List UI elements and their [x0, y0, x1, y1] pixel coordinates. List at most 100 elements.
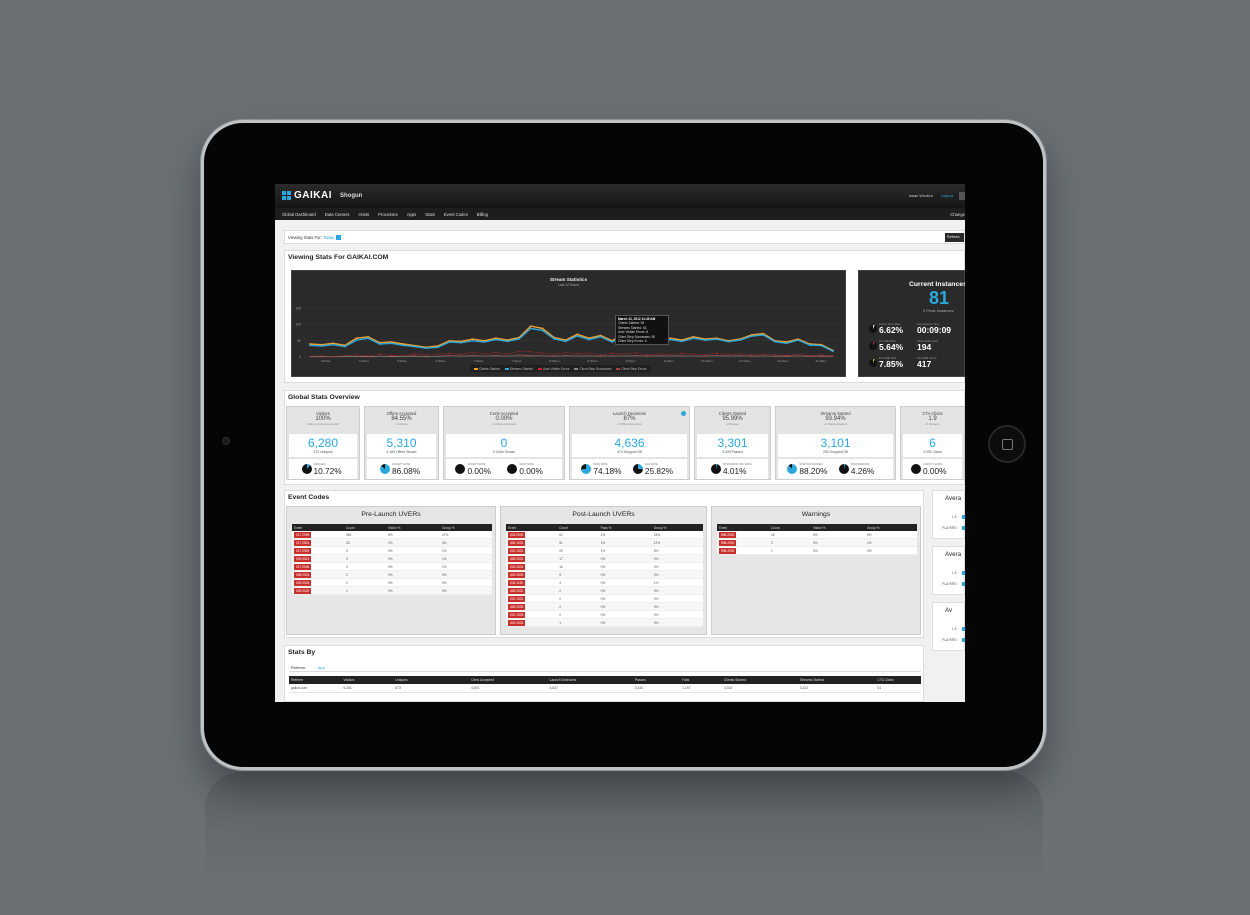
table-row[interactable]: 598.2002 16 0% 6%: [717, 531, 917, 539]
event-code-badge[interactable]: 004.2004: [508, 619, 526, 626]
stat-card[interactable]: Certs Accepted 0.00% of Offers Accepted 0 0 …: [443, 406, 565, 480]
nav-apps[interactable]: Apps: [406, 211, 417, 217]
event-code-badge[interactable]: 008.2001: [294, 571, 312, 578]
event-code-badge[interactable]: 003.2003: [508, 571, 526, 578]
refresh-button[interactable]: Refresh: [945, 233, 964, 242]
event-code-badge[interactable]: 003.2003: [294, 579, 312, 586]
instances-peak: 0 Peak Instances: [923, 308, 954, 313]
data-point: [507, 353, 509, 355]
table-row[interactable]: 506.1001 51 2% 12%: [506, 539, 703, 547]
stat-card[interactable]: Offers Accepted 84.55% of Visitors 5,310 6,1…: [364, 406, 439, 480]
stat-card[interactable]: Streams Started 93.94% of Clients Started 3…: [775, 406, 896, 480]
legend-item[interactable]: Client Step Successes: [574, 366, 611, 371]
metric-label: FAIL RATE: [644, 463, 658, 466]
table-row[interactable]: 004.2004 16 0% 4%: [506, 563, 703, 571]
table-row[interactable]: 003.2000 62 2% 15%: [506, 531, 703, 539]
event-code-badge[interactable]: 017.2801: [294, 539, 312, 546]
event-code-badge[interactable]: 008.2005: [508, 603, 526, 610]
stat-card[interactable]: Visitors 100% Visits w/ Intent to Launch 6,…: [286, 406, 360, 480]
legend-item[interactable]: Client Step Errors: [616, 366, 647, 371]
home-button[interactable]: [988, 425, 1026, 463]
stat-card[interactable]: Launch Decisions 87% of Offers Accepted 4,6…: [569, 406, 690, 480]
viewing-stats-title: Viewing Stats For GAIKAI.COM: [288, 254, 389, 261]
event-code-badge[interactable]: 003.2000: [508, 531, 526, 538]
table-cell: 0%: [388, 556, 393, 561]
event-code-badge[interactable]: 017.2006: [294, 563, 312, 570]
table-row[interactable]: 003.2003 9 0% 2%: [506, 571, 703, 579]
event-code-badge[interactable]: 598.2003: [719, 547, 737, 554]
event-code-badge[interactable]: 008.2002: [508, 587, 526, 594]
event-code-badge[interactable]: 003.1130: [508, 579, 526, 586]
filter-value[interactable]: Today: [323, 235, 335, 240]
tab-app[interactable]: App: [317, 665, 325, 670]
event-code-badge[interactable]: 003.1003: [508, 611, 526, 618]
nav-hosts[interactable]: Hosts: [358, 211, 370, 217]
instance-metric: Pct SSD Risk 5.64%: [869, 339, 919, 355]
table-cell: 598.2002: [717, 531, 769, 538]
table-row[interactable]: 017.2006 3 0% 1%: [292, 563, 492, 571]
table-row[interactable]: 017.2801 28 1% 4%: [292, 539, 492, 547]
stat-card-sub: of Offers Accepted: [617, 422, 642, 426]
table-row[interactable]: gaikai.com 6,281 673 4,801 4,637 3,440 1,197 3,…: [289, 684, 921, 693]
nav-global-dashboard[interactable]: Global Dashboard: [282, 211, 316, 217]
table-row[interactable]: 598.2003 1 0% 0%: [717, 547, 917, 555]
logout-link[interactable]: Logout: [940, 193, 953, 198]
table-row[interactable]: 598.2001 2 0% 1%: [717, 539, 917, 547]
table-row[interactable]: 008.2001 2 0% 0%: [292, 571, 492, 579]
event-code-badge[interactable]: 003.0013: [294, 555, 312, 562]
event-code-badge[interactable]: 598.2001: [719, 539, 737, 546]
nav-change[interactable]: Change: [950, 211, 965, 217]
stat-card-value: 3,101: [820, 436, 851, 450]
brand-logo[interactable]: GAIKAI Shogun: [282, 190, 362, 201]
table-cell: 0%: [600, 620, 606, 625]
event-code-badge[interactable]: 598.2002: [719, 531, 737, 538]
event-code-badge[interactable]: 017.2902: [294, 547, 312, 554]
legend-item[interactable]: User Visible Errors: [537, 366, 569, 371]
metric-value: 4.01%: [723, 466, 747, 476]
table-row[interactable]: 004.2004 1 0% 0%: [506, 619, 703, 627]
table-row[interactable]: 003.1001 26 1% 6%: [506, 547, 703, 555]
metric-value: 5.64%: [879, 342, 904, 352]
table-row[interactable]: 003.1003 2 0% 0%: [506, 611, 703, 619]
stat-card-title: Clients Started: [718, 411, 747, 416]
user-menu-button[interactable]: [959, 192, 965, 200]
table-row[interactable]: 017.2902 5 0% 1%: [292, 547, 492, 555]
table-cell: 6,281: [343, 686, 352, 690]
event-code-badge[interactable]: 017.2999: [294, 531, 312, 538]
table-cell: 6%: [388, 532, 393, 537]
nav-data-centers[interactable]: Data Centers: [324, 211, 350, 217]
event-code-badge[interactable]: 003.1001: [508, 547, 526, 554]
event-code-badge[interactable]: 003.2002: [294, 587, 312, 594]
data-point: [669, 353, 671, 355]
info-icon[interactable]: [681, 411, 686, 416]
stat-card[interactable]: Clients Started 95.99% of Passes 3,301 3,439…: [694, 406, 771, 480]
calendar-icon[interactable]: [336, 235, 342, 241]
stream-statistics-chart[interactable]: Stream Statistics Last 12 Hours 150 100 50…: [291, 270, 846, 377]
event-code-badge[interactable]: 004.2004: [508, 563, 526, 570]
nav-processes[interactable]: Processes: [378, 211, 398, 217]
table-row[interactable]: 003.2002 1 0% 0%: [292, 587, 492, 595]
data-point: [541, 352, 543, 354]
event-code-badge[interactable]: 008.2001: [508, 555, 526, 562]
event-code-badge[interactable]: 506.1001: [508, 539, 526, 546]
table-row[interactable]: 008.2001 17 0% 4%: [506, 555, 703, 563]
nav-event-codes[interactable]: Event Codes: [443, 211, 468, 217]
tab-referrer[interactable]: Referrer: [291, 665, 306, 670]
table-row[interactable]: 003.1001 2 0% 0%: [506, 595, 703, 603]
table-row[interactable]: 008.2005 2 0% 0%: [506, 603, 703, 611]
table-row[interactable]: 017.2999 363 6% 47%: [292, 531, 492, 539]
nav-stats[interactable]: Stats: [425, 211, 435, 217]
stat-card[interactable]: CTA Clicks 1.9 of Streams 6 3,090 Clicks CLIE…: [900, 406, 965, 480]
legend-item[interactable]: Clients Started: [474, 366, 500, 371]
table-cell: 0%: [600, 564, 606, 569]
table-cell: 12%: [653, 540, 661, 545]
legend-item[interactable]: Streams Started: [504, 366, 533, 371]
table-row[interactable]: 003.2003 2 0% 0%: [292, 579, 492, 587]
data-point: [797, 353, 799, 355]
table-row[interactable]: 008.2002 2 0% 0%: [506, 587, 703, 595]
table-row[interactable]: 003.0013 3 0% 1%: [292, 555, 492, 563]
nav-billing[interactable]: Billing: [476, 211, 488, 217]
table-row[interactable]: 003.1130 4 0% 1%: [506, 579, 703, 587]
metric-pie-icon: [632, 464, 643, 474]
event-code-badge[interactable]: 003.1001: [508, 595, 526, 602]
